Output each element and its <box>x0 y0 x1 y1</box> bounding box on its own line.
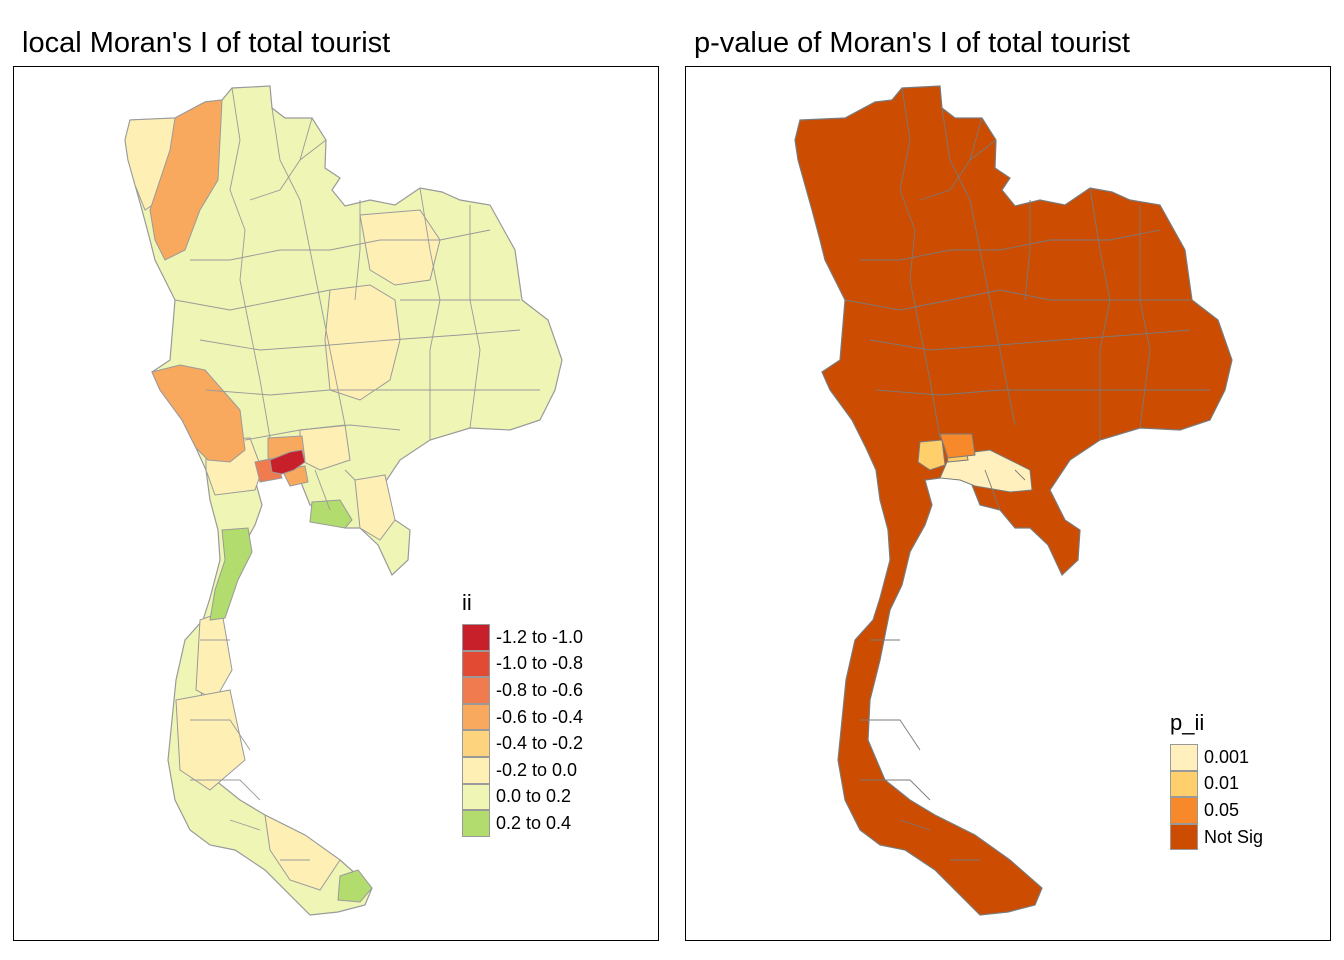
region-bangkok <box>269 449 306 475</box>
legend-swatch <box>462 756 490 784</box>
legend-label: -1.0 to -0.8 <box>496 653 584 674</box>
legend-title: ii <box>462 590 472 615</box>
province-boundaries <box>174 87 540 861</box>
legend-label: -0.2 to 0.0 <box>496 759 578 780</box>
legend-item: 0.001 <box>1170 744 1263 771</box>
thailand-outline <box>124 85 563 916</box>
legend-swatch <box>462 624 490 651</box>
legend-item: -0.2 to 0.0 <box>462 756 583 784</box>
legend-swatch <box>1170 770 1198 798</box>
region-kanchanaburi <box>151 364 246 463</box>
legend-swatch <box>462 650 490 678</box>
legend-label: -0.4 to -0.2 <box>496 733 584 754</box>
region-south-lower <box>264 814 341 891</box>
region-prachuap <box>209 527 253 621</box>
left-map-title: local Moran's I of total tourist <box>22 27 391 59</box>
legend-item: -0.8 to -0.6 <box>462 677 583 704</box>
region-north-east-strip <box>359 209 441 286</box>
left-legend: ii -1.2 to -1.0 -1.0 to -0.8 -0.8 to -0.6-… <box>462 590 583 837</box>
legend-label: 0.2 to 0.4 <box>496 812 572 833</box>
legend-item: -1.2 to -1.0 <box>462 624 583 651</box>
legend-label: 0.001 <box>1204 746 1250 767</box>
region-narathiwat <box>337 869 373 903</box>
legend-swatch <box>1170 744 1198 771</box>
legend-item: 0.01 <box>1170 770 1263 798</box>
legend-label: Not Sig <box>1204 826 1264 847</box>
legend-swatch <box>462 810 490 837</box>
region-east-coast <box>354 474 396 541</box>
region-p-005 <box>939 433 976 459</box>
legend-label: 0.01 <box>1204 773 1240 794</box>
legend-title: p_ii <box>1170 710 1205 735</box>
legend-item: Not Sig <box>1170 823 1264 851</box>
legend-label: -1.2 to -1.0 <box>496 626 584 647</box>
legend-item: -0.6 to -0.4 <box>462 703 584 731</box>
province-boundaries-right <box>844 87 1210 861</box>
legend-item: 0.05 <box>1170 797 1263 824</box>
region-p-001-a <box>917 439 946 471</box>
legend-swatch <box>462 730 490 757</box>
legend-label: -0.8 to -0.6 <box>496 679 584 700</box>
legend-swatch <box>462 703 490 731</box>
region-south-mid <box>175 689 246 791</box>
legend-item: -1.0 to -0.8 <box>462 650 584 678</box>
legend-item: -0.4 to -0.2 <box>462 730 583 757</box>
legend-item: 0.2 to 0.4 <box>462 810 583 837</box>
legend-label: 0.0 to 0.2 <box>496 786 572 807</box>
thailand-outline-notsig <box>794 85 1233 916</box>
region-chiang-mai <box>149 99 223 261</box>
legend-label: -0.6 to -0.4 <box>496 706 584 727</box>
legend-swatch <box>462 677 490 704</box>
legend-swatch <box>1170 823 1198 851</box>
legend-items: -1.2 to -1.0 -1.0 to -0.8 -0.8 to -0.6 -0.6… <box>462 624 583 837</box>
legend-label: 0.05 <box>1204 799 1240 820</box>
legend-items: 0.001 0.01 0.05 Not Sig <box>1170 744 1264 851</box>
legend-swatch <box>1170 797 1198 824</box>
right-legend: p_ii 0.001 0.01 0.05 Not Sig <box>1170 710 1264 851</box>
region-chonburi <box>309 499 353 529</box>
legend-swatch <box>462 783 490 811</box>
legend-item: 0.0 to 0.2 <box>462 783 583 811</box>
right-map-title: p-value of Moran's I of total tourist <box>694 27 1130 59</box>
